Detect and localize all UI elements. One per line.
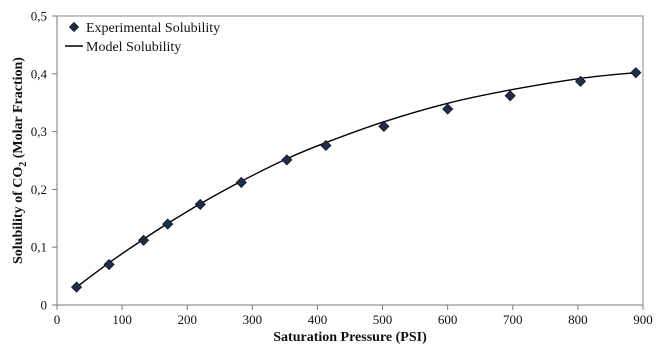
x-tick-label: 200 xyxy=(177,312,197,327)
experimental-point xyxy=(574,75,587,87)
x-tick-label: 700 xyxy=(503,312,523,327)
experimental-point xyxy=(103,258,115,271)
tick-labels: 0 100 200 300 400 500 600 700 800 900 0 0,1 0,2 0,3 0,… xyxy=(31,9,653,328)
y-axis-title: Solubility of CO2 (Molar Fraction) xyxy=(11,57,29,264)
y-tick-label: 0,2 xyxy=(31,182,47,197)
experimental-point xyxy=(162,218,174,230)
plot-area xyxy=(56,15,644,306)
y-axis-title-main: Solubility of CO xyxy=(11,167,26,264)
experimental-point xyxy=(378,120,390,132)
axis-ticks xyxy=(52,15,644,310)
experimental-point xyxy=(194,198,206,210)
experimental-point xyxy=(281,154,293,166)
y-tick-label: 0,3 xyxy=(31,124,47,139)
y-axis-title-tail: (Molar Fraction) xyxy=(11,57,26,162)
legend-label-model: Model Solubility xyxy=(86,40,181,55)
legend: Experimental Solubility Model Solubility xyxy=(65,21,220,55)
experimental-point xyxy=(630,67,642,79)
x-tick-label: 400 xyxy=(308,312,328,327)
legend-marker-experimental xyxy=(68,21,80,33)
experimental-point xyxy=(235,176,247,189)
experimental-point xyxy=(504,90,516,102)
x-tick-label: 900 xyxy=(633,312,653,327)
x-tick-label: 800 xyxy=(568,312,588,327)
experimental-point xyxy=(442,103,454,115)
x-axis-title: Saturation Pressure (PSI) xyxy=(273,330,427,345)
y-tick-label: 0,4 xyxy=(31,66,48,81)
series-layer xyxy=(70,67,642,293)
y-axis-title-subscript: 2 xyxy=(18,162,29,167)
y-tick-label: 0,5 xyxy=(31,9,47,24)
experimental-point xyxy=(320,139,332,152)
y-tick-label: 0,1 xyxy=(31,240,47,255)
x-tick-label: 100 xyxy=(112,312,132,327)
experimental-point xyxy=(138,234,150,246)
x-tick-label: 0 xyxy=(54,312,61,327)
legend-label-experimental: Experimental Solubility xyxy=(86,21,220,36)
x-tick-label: 500 xyxy=(373,312,393,327)
x-tick-label: 300 xyxy=(243,312,263,327)
x-tick-label: 600 xyxy=(438,312,458,327)
y-tick-label: 0 xyxy=(41,298,48,313)
experimental-point xyxy=(70,281,83,293)
